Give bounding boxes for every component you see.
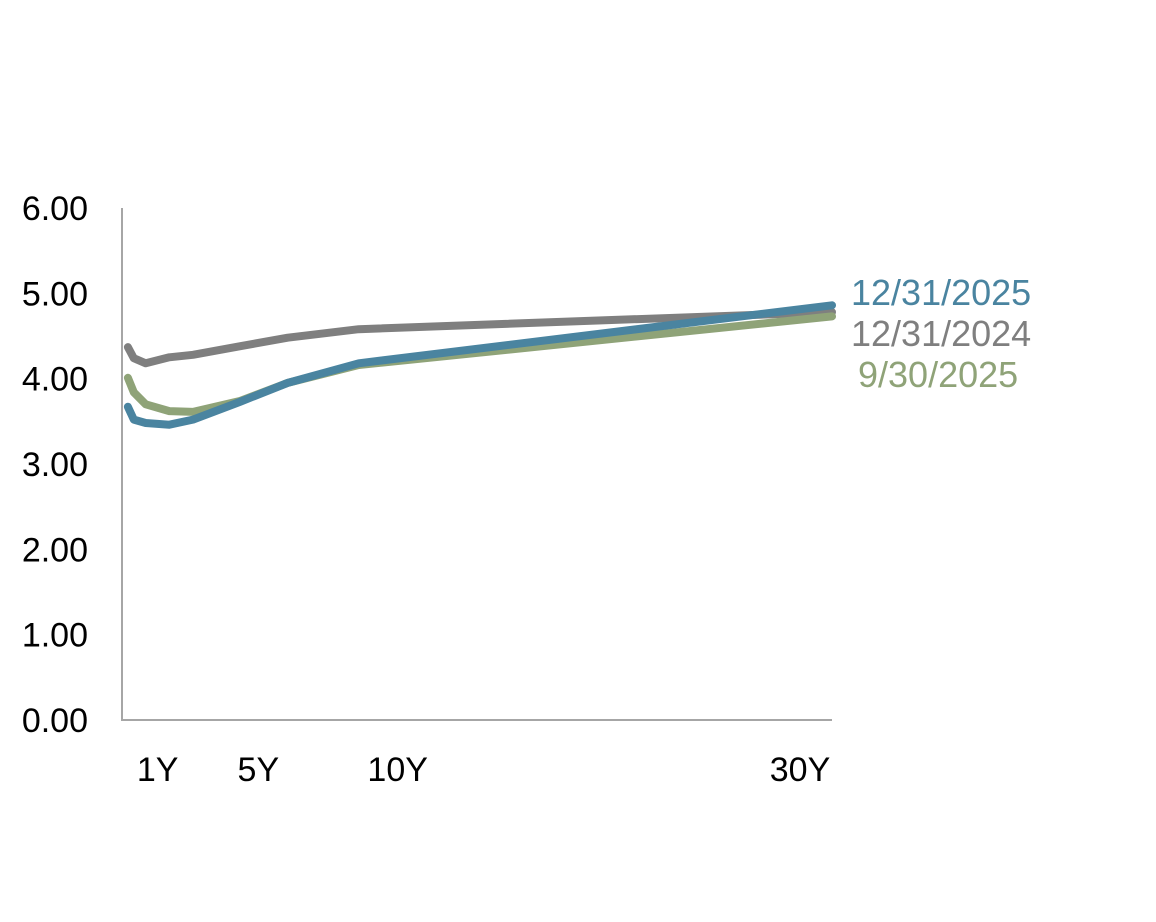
x-tick-label: 30Y: [770, 751, 831, 789]
y-tick-label: 6.00: [22, 190, 88, 228]
series-label: 12/31/2024: [851, 313, 1031, 354]
x-tick-label: 10Y: [367, 751, 428, 789]
series-line: [123, 312, 836, 416]
y-tick-label: 4.00: [22, 361, 88, 399]
y-tick-label: 5.00: [22, 275, 88, 313]
x-tick-label: 5Y: [238, 751, 280, 789]
series-line: [123, 308, 836, 368]
y-tick-label: 2.00: [22, 531, 88, 569]
y-tick-label: 1.00: [22, 617, 88, 655]
x-tick-label: 1Y: [137, 751, 179, 789]
series-label: 9/30/2025: [858, 354, 1018, 395]
y-tick-label: 0.00: [22, 702, 88, 740]
series-line: [123, 301, 836, 429]
y-tick-label: 3.00: [22, 446, 88, 484]
series-label: 12/31/2025: [851, 272, 1031, 313]
